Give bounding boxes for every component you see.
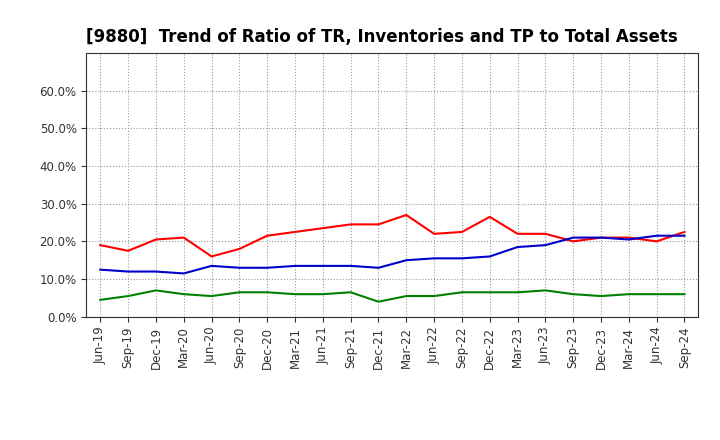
Line: Trade Payables: Trade Payables [100,290,685,302]
Inventories [318,263,327,268]
Inventories [569,235,577,240]
Trade Payables [152,288,161,293]
Trade Payables [652,292,661,297]
Inventories [346,263,355,268]
Trade Receivables [207,254,216,259]
Inventories [430,256,438,261]
Inventories [207,263,216,268]
Trade Receivables [346,222,355,227]
Trade Payables [179,292,188,297]
Inventories [624,237,633,242]
Trade Payables [263,290,271,295]
Trade Receivables [374,222,383,227]
Line: Inventories: Inventories [100,236,685,273]
Inventories [152,269,161,274]
Trade Receivables [513,231,522,236]
Inventories [652,233,661,238]
Trade Payables [402,293,410,299]
Trade Payables [430,293,438,299]
Trade Receivables [458,229,467,235]
Trade Receivables [430,231,438,236]
Trade Receivables [597,235,606,240]
Inventories [485,254,494,259]
Inventories [680,233,689,238]
Trade Payables [597,293,606,299]
Trade Payables [374,299,383,304]
Trade Receivables [235,246,243,252]
Trade Payables [207,293,216,299]
Trade Payables [569,292,577,297]
Trade Receivables [152,237,161,242]
Trade Receivables [569,239,577,244]
Trade Payables [513,290,522,295]
Inventories [513,244,522,249]
Inventories [541,242,550,248]
Inventories [374,265,383,271]
Text: [9880]  Trend of Ratio of TR, Inventories and TP to Total Assets: [9880] Trend of Ratio of TR, Inventories… [86,28,678,46]
Trade Receivables [124,248,132,253]
Trade Receivables [624,235,633,240]
Trade Payables [458,290,467,295]
Trade Receivables [291,229,300,235]
Trade Receivables [96,242,104,248]
Trade Payables [346,290,355,295]
Inventories [458,256,467,261]
Trade Receivables [680,229,689,235]
Trade Payables [124,293,132,299]
Inventories [402,257,410,263]
Trade Payables [96,297,104,302]
Trade Receivables [485,214,494,220]
Trade Payables [235,290,243,295]
Trade Receivables [318,226,327,231]
Inventories [597,235,606,240]
Inventories [263,265,271,271]
Trade Receivables [541,231,550,236]
Inventories [124,269,132,274]
Trade Payables [291,292,300,297]
Inventories [235,265,243,271]
Trade Payables [680,292,689,297]
Inventories [291,263,300,268]
Trade Payables [624,292,633,297]
Trade Payables [318,292,327,297]
Trade Receivables [263,233,271,238]
Line: Trade Receivables: Trade Receivables [100,215,685,257]
Trade Receivables [652,239,661,244]
Inventories [179,271,188,276]
Trade Payables [485,290,494,295]
Trade Payables [541,288,550,293]
Inventories [96,267,104,272]
Trade Receivables [402,213,410,218]
Trade Receivables [179,235,188,240]
